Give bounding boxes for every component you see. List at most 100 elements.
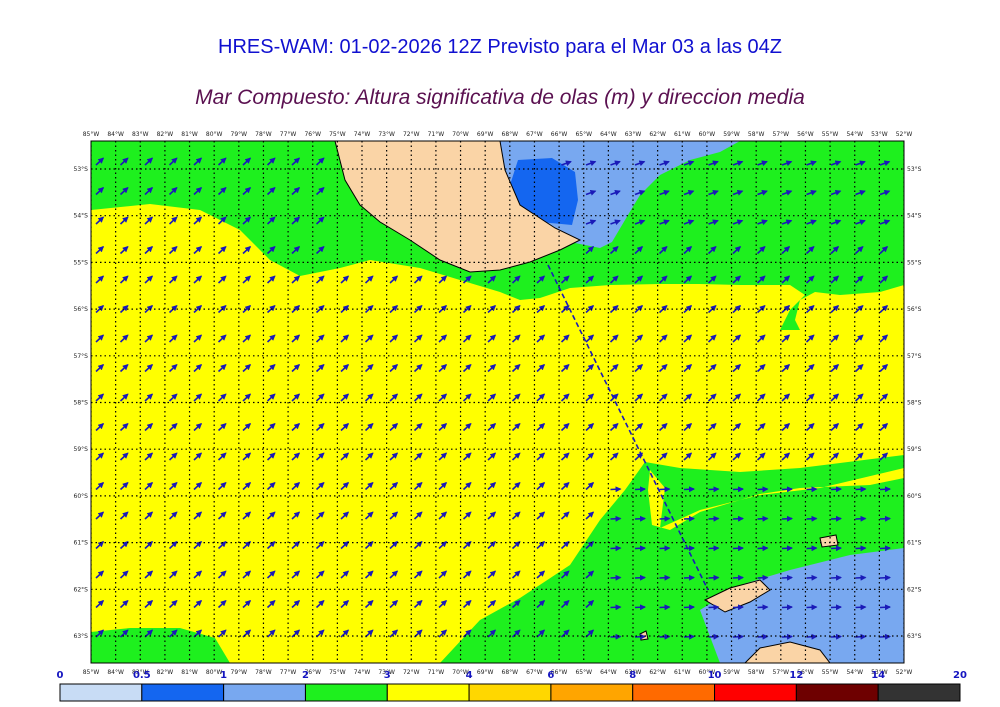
lat-label-right: 62°S: [907, 586, 922, 593]
direction-arrow: [389, 393, 399, 402]
direction-arrow: [193, 305, 203, 314]
direction-arrow: [536, 570, 546, 579]
graticule: [91, 141, 904, 663]
direction-arrow: [585, 511, 595, 520]
direction-arrow: [462, 452, 472, 461]
direction-arrow: [144, 157, 154, 166]
direction-arrow: [438, 393, 448, 402]
direction-arrow: [487, 570, 497, 579]
direction-arrow: [462, 423, 472, 432]
lon-label-top: 80°W: [206, 131, 223, 138]
direction-arrow: [144, 364, 154, 373]
lon-label-top: 52°W: [896, 131, 913, 138]
direction-arrow: [609, 334, 619, 343]
direction-arrow: [217, 157, 227, 166]
direction-arrow: [389, 629, 399, 638]
lat-label-right: 55°S: [907, 259, 922, 266]
direction-arrow: [805, 275, 815, 284]
direction-arrow: [389, 570, 399, 579]
direction-arrow: [560, 629, 570, 638]
direction-arrow: [315, 187, 325, 196]
direction-arrow: [634, 160, 646, 167]
lat-label-right: 63°S: [907, 633, 922, 640]
lat-label-left: 62°S: [74, 586, 89, 593]
direction-arrow: [487, 423, 497, 432]
direction-arrow: [781, 305, 791, 314]
region-1-2m-south: [700, 548, 904, 663]
direction-arrow: [193, 364, 203, 373]
lon-label-top: 64°W: [600, 131, 617, 138]
direction-arrow: [193, 216, 203, 225]
lon-label-bottom: 63°W: [625, 669, 642, 676]
direction-arrow: [756, 423, 766, 432]
direction-arrow: [364, 275, 374, 284]
direction-arrow: [462, 364, 472, 373]
direction-arrow: [879, 334, 889, 343]
colorbar-tick: 8: [629, 670, 636, 681]
direction-arrow: [830, 423, 840, 432]
direction-arrow: [462, 600, 472, 609]
direction-arrow: [315, 511, 325, 520]
colorbar-segment: [304, 683, 388, 702]
direction-arrow: [757, 189, 768, 196]
direction-arrow: [609, 452, 619, 461]
lon-label-top: 57°W: [773, 131, 790, 138]
direction-arrow: [756, 305, 766, 314]
direction-arrow: [511, 452, 521, 461]
direction-arrow: [95, 393, 105, 402]
direction-arrow: [756, 364, 766, 373]
lon-label-bottom: 74°W: [354, 669, 371, 676]
lon-label-top: 78°W: [255, 131, 272, 138]
direction-arrow: [536, 629, 546, 638]
lat-label-right: 53°S: [907, 166, 922, 173]
colorbar-segment: [632, 683, 716, 702]
lon-label-top: 58°W: [748, 131, 765, 138]
direction-arrow: [340, 570, 350, 579]
direction-arrow: [830, 334, 840, 343]
direction-arrow: [610, 189, 621, 196]
direction-arrow: [658, 275, 668, 284]
lat-label-right: 60°S: [907, 493, 922, 500]
direction-arrow: [364, 511, 374, 520]
direction-arrow: [242, 216, 252, 225]
lon-label-bottom: 73°W: [378, 669, 395, 676]
direction-arrow: [242, 600, 252, 609]
direction-arrow: [560, 452, 570, 461]
direction-arrow: [95, 157, 105, 166]
direction-arrow: [291, 393, 301, 402]
direction-arrow: [266, 629, 276, 638]
direction-arrow: [242, 482, 252, 491]
direction-arrow: [413, 364, 423, 373]
direction-arrow: [732, 189, 744, 196]
direction-arrow: [144, 305, 154, 314]
direction-arrow: [683, 246, 693, 255]
direction-arrow: [364, 570, 374, 579]
lon-label-bottom: 71°W: [428, 669, 445, 676]
direction-arrow: [217, 246, 227, 255]
direction-arrow: [585, 541, 595, 550]
lat-label-left: 55°S: [74, 259, 89, 266]
direction-arrow: [291, 629, 301, 638]
colorbar-segment: [386, 683, 470, 702]
direction-arrow: [806, 189, 817, 196]
direction-arrow: [193, 393, 203, 402]
direction-arrow: [634, 189, 646, 196]
direction-arrow: [805, 305, 815, 314]
direction-arrow: [438, 334, 448, 343]
direction-arrow: [462, 393, 472, 402]
direction-arrow: [732, 393, 742, 402]
direction-arrow: [364, 423, 374, 432]
direction-arrow: [119, 393, 129, 402]
direction-arrow: [781, 452, 791, 461]
direction-arrow: [291, 187, 301, 196]
direction-arrow: [683, 423, 693, 432]
colorbar-tick: 10: [708, 670, 722, 681]
direction-arrow: [340, 541, 350, 550]
lon-label-top: 61°W: [674, 131, 691, 138]
direction-arrow: [266, 423, 276, 432]
direction-arrow: [609, 275, 619, 284]
direction-arrow: [168, 600, 178, 609]
direction-arrow: [315, 600, 325, 609]
lat-label-left: 60°S: [74, 493, 89, 500]
direction-arrow: [683, 160, 695, 167]
